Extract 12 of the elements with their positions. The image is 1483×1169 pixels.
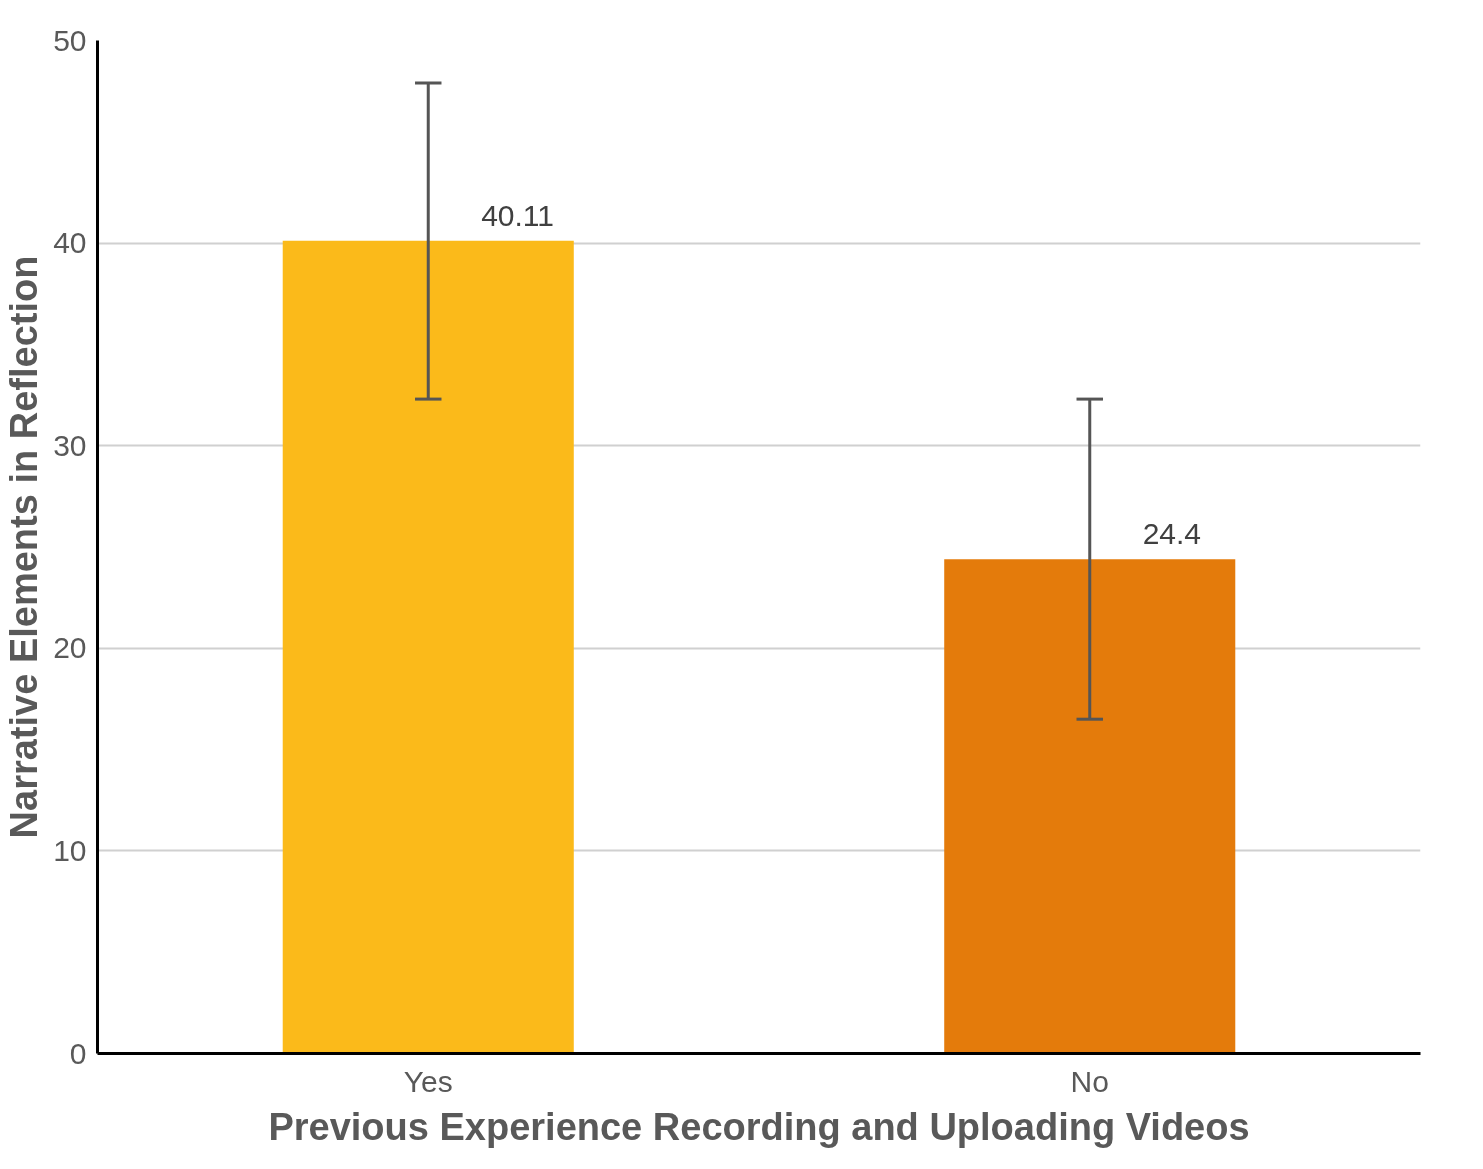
data-label: 24.4 xyxy=(1142,516,1202,550)
y-axis-title: Narrative Elements in Reflection xyxy=(3,255,46,839)
x-tick-label: No xyxy=(1070,1064,1109,1098)
data-label: 40.11 xyxy=(481,198,555,232)
y-tick-label: 10 xyxy=(53,833,87,867)
y-tick-label: 20 xyxy=(53,631,87,665)
x-tick-label: Yes xyxy=(403,1064,453,1098)
y-tick-label: 50 xyxy=(53,23,87,57)
y-tick-label: 40 xyxy=(53,226,87,260)
x-axis-title: Previous Experience Recording and Uploading Videos xyxy=(268,1105,1250,1148)
y-tick-label: 30 xyxy=(53,428,87,462)
y-tick-label: 0 xyxy=(69,1036,87,1070)
